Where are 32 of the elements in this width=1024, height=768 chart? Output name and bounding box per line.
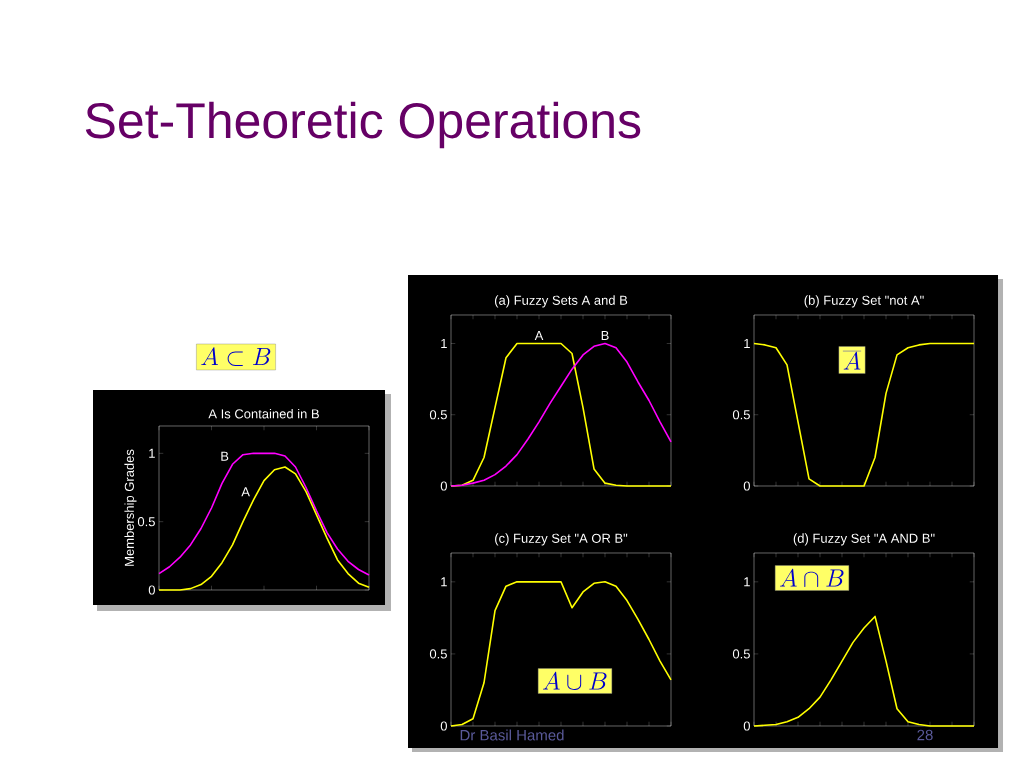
y-tick-label: 0 <box>440 481 447 491</box>
y-tick-label: 0 <box>743 721 750 731</box>
y-tick-label: 1 <box>441 577 447 587</box>
annotation: $\overline{A}$ <box>842 351 862 370</box>
text: $A \subset B$ <box>201 347 271 366</box>
y-axis-title: Membership Grades <box>124 449 137 566</box>
text: 28 <box>917 729 933 741</box>
series-label: A <box>241 487 250 497</box>
chart-title: (c) Fuzzy Set "A OR B" <box>495 533 628 546</box>
series-label: A <box>534 331 544 340</box>
y-tick-label: 0.5 <box>732 410 750 420</box>
y-tick-label: 0.5 <box>137 517 155 527</box>
y-tick-label: 1 <box>744 577 750 587</box>
annotation: $A \cup B$ <box>543 671 607 691</box>
y-tick-label: 0 <box>440 721 447 731</box>
series-label: B <box>601 331 609 340</box>
y-tick-label: 0.5 <box>429 649 447 659</box>
chart-title: (d) Fuzzy Set "A AND B" <box>793 533 935 546</box>
y-tick-label: 1 <box>441 339 447 348</box>
y-tick-label: 0 <box>148 585 155 595</box>
y-tick-label: 0.5 <box>732 649 750 659</box>
annotation: $A \cap B$ <box>780 568 844 588</box>
y-tick-label: 1 <box>744 339 750 348</box>
chart-title: (b) Fuzzy Set "not A" <box>804 295 924 308</box>
y-tick-label: 1 <box>149 448 155 458</box>
y-tick-label: 0.5 <box>429 410 447 420</box>
chart-title: A Is Contained in B <box>208 408 319 419</box>
series-label: B <box>221 451 229 461</box>
y-tick-label: 0 <box>743 481 750 491</box>
text: Dr Basil Hamed <box>460 729 564 741</box>
chart-title: (a) Fuzzy Sets A and B <box>494 295 628 308</box>
text: Set-Theoretic Operations <box>85 101 641 149</box>
